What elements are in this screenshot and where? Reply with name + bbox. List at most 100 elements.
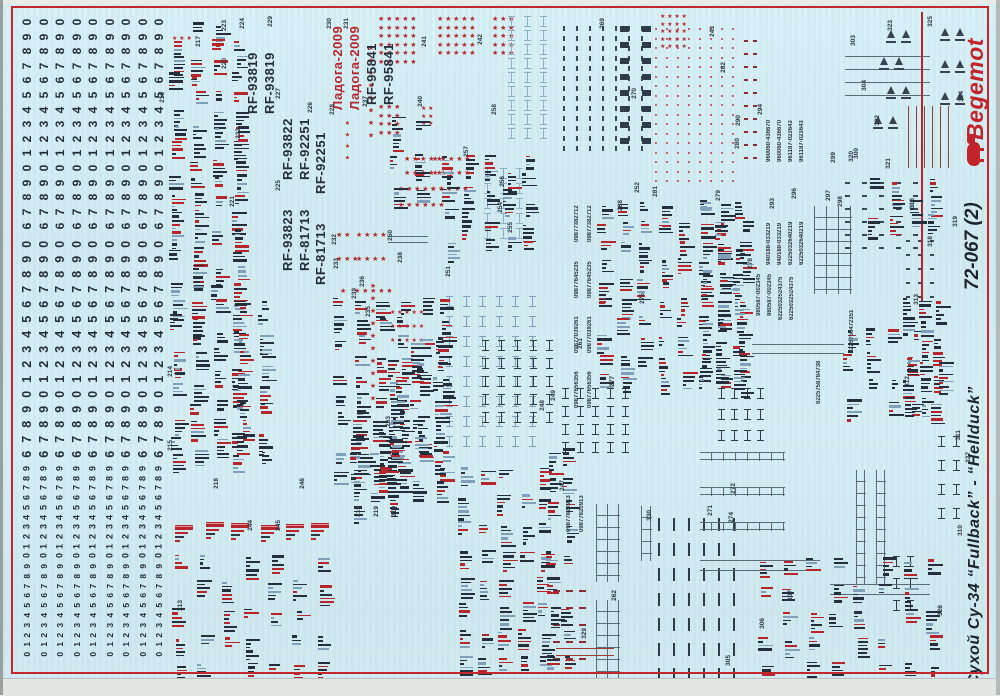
stencil-mark (333, 331, 340, 334)
stencil-mark (215, 33, 231, 36)
stencil-mark (260, 390, 267, 393)
stencil-cluster (659, 358, 668, 374)
stencil-mark (215, 177, 220, 179)
stencil-mark (879, 591, 885, 594)
stencil-mark (522, 181, 527, 183)
digit-glyph: 5 (151, 315, 166, 323)
serial-number: 09877820913 (566, 495, 572, 532)
stencil-cluster (173, 300, 188, 322)
digit-glyph: 0 (135, 390, 150, 398)
stencil-cluster (539, 499, 551, 511)
stencil-mark (547, 577, 561, 580)
stencil-dash (688, 643, 690, 656)
stencil-mark (832, 673, 844, 676)
stencil-mark (392, 116, 407, 119)
stencil-mark (903, 325, 915, 327)
stencil-mark (505, 208, 514, 210)
stencil-mark (737, 326, 745, 330)
stencil-mark (212, 38, 226, 42)
stencil-mark (734, 205, 742, 208)
stencil-mark (242, 426, 252, 429)
stencil-mark (433, 441, 448, 444)
stencil-mark (783, 623, 787, 625)
digit-glyph: 9 (135, 179, 150, 186)
stencil-mark (169, 314, 183, 317)
stencil-cluster (286, 523, 305, 543)
stencil-mark (174, 423, 190, 426)
stencil-mark (715, 361, 727, 363)
stencil-dash (753, 118, 757, 120)
stencil-mark (335, 395, 347, 399)
stencil-dash (615, 136, 617, 141)
stencil-mark (698, 261, 710, 265)
stencil-cluster (192, 126, 207, 140)
stencil-mark (481, 482, 497, 485)
walkway-ibeam-mark (540, 72, 547, 83)
stencil-mark (358, 453, 369, 456)
stencil-mark (620, 372, 634, 375)
stencil-cluster (213, 60, 228, 76)
stencil-mark (354, 311, 360, 315)
stencil-cluster (357, 392, 372, 417)
stencil-mark (903, 317, 907, 320)
stencil-dash (721, 56, 724, 59)
digit-glyph: 1 (36, 375, 51, 383)
stencil-mark (197, 583, 206, 586)
stencil-dash (666, 142, 669, 145)
stencil-mark (806, 569, 821, 572)
star-grid-row: ★★ (421, 112, 436, 120)
stencil-mark (379, 467, 393, 470)
stencil-cluster (418, 416, 430, 436)
stencil-mark (734, 213, 743, 215)
walkway-ibeam-mark (508, 30, 515, 41)
stencil-mark (388, 433, 395, 436)
stencil-mark (411, 370, 425, 372)
stencil-mark (541, 649, 555, 651)
stencil-dash (710, 113, 713, 116)
stencil-dash (589, 76, 591, 81)
stencil-dash (721, 161, 724, 164)
stencil-cluster (721, 204, 736, 226)
stencil-mark (355, 363, 370, 366)
digit-glyph: 0 (36, 164, 51, 172)
stencil-mark (808, 637, 814, 639)
stencil-cluster (237, 436, 250, 457)
stencil-mark (317, 635, 324, 639)
stencil-mark (232, 441, 239, 444)
stencil-mark (237, 274, 247, 277)
stencil-dash (753, 66, 757, 68)
stencil-mark (719, 276, 735, 279)
stencil-mark (922, 351, 930, 354)
stencil-mark (174, 129, 185, 132)
stencil-mark (372, 436, 383, 439)
stencil-mark (739, 363, 752, 366)
stencil-mark (563, 481, 572, 484)
stencil-mark (761, 673, 776, 677)
stencil-mark (682, 383, 687, 386)
digit-glyph: 6 (19, 300, 34, 308)
stencil-mark (550, 626, 561, 629)
star-grid-row: ★★★★★ (378, 40, 419, 49)
stencil-mark (438, 337, 443, 340)
stencil-mark (929, 643, 938, 646)
stencil-mark (174, 126, 179, 128)
stencil-mark (434, 460, 443, 464)
stencil-mark (482, 557, 494, 560)
walkway-ibeam-mark (524, 114, 531, 125)
stencil-mark (540, 474, 544, 478)
stencil-cluster (739, 334, 753, 356)
stencil-mark (245, 564, 251, 568)
stencil-mark (215, 381, 222, 384)
stencil-dash (620, 26, 629, 32)
stencil-mark (902, 392, 912, 395)
stencil-mark (742, 281, 755, 284)
ejection-warning-base (888, 126, 898, 129)
stencil-cluster (903, 317, 919, 338)
stencil-mark (234, 287, 248, 291)
stencil-mark (200, 642, 209, 645)
stencil-mark (237, 139, 249, 142)
stencil-mark (401, 372, 416, 375)
walkway-ibeam-mark (757, 409, 764, 420)
stencil-mark (877, 642, 885, 645)
stencil-cluster (169, 176, 185, 191)
